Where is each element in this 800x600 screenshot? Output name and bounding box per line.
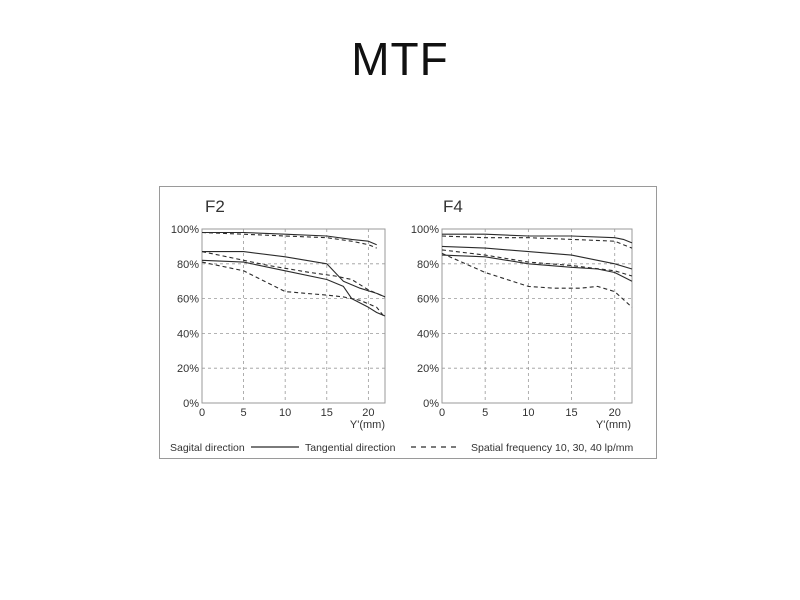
sagittal-series-line <box>442 233 633 244</box>
legend-sagittal-label: Sagital direction <box>170 442 245 454</box>
y-tick-labels: 0% 20% 40% 60% 80% 100% <box>411 224 439 410</box>
x-tick-label: 10 <box>522 407 534 419</box>
y-tick-label: 60% <box>177 294 199 306</box>
page-title: MTF <box>351 33 449 85</box>
legend-tangential-label: Tangential direction <box>305 442 396 454</box>
x-tick-label: 20 <box>362 407 374 419</box>
y-tick-label: 20% <box>177 363 199 375</box>
sagittal-series-line <box>441 254 633 282</box>
sagittal-series-line <box>202 231 377 246</box>
x-tick-label: 5 <box>482 407 488 419</box>
legend-frequency-label: Spatial frequency 10, 30, 40 lp/mm <box>471 442 634 454</box>
tangential-series-line <box>201 261 386 319</box>
x-axis-label: Y'(mm) <box>596 419 631 431</box>
y-tick-label: 20% <box>417 363 439 375</box>
plot-area <box>441 228 633 404</box>
y-tick-label: 40% <box>177 328 199 340</box>
tangential-series-line <box>201 251 386 298</box>
chart-panel-f2: F2 0% 20% 40% 60% 80% 100% 0 5 10 15 20 Y'(mm) <box>171 197 386 431</box>
y-tick-label: 0% <box>423 398 439 410</box>
gridlines <box>442 229 632 403</box>
y-tick-label: 40% <box>417 328 439 340</box>
x-tick-labels: 0 5 10 15 20 <box>439 407 621 419</box>
x-tick-labels: 0 5 10 15 20 <box>199 407 375 419</box>
sagittal-series-line <box>202 251 386 298</box>
tangential-series-line <box>441 249 633 277</box>
tangential-series-line <box>441 235 633 249</box>
x-tick-label: 15 <box>565 407 577 419</box>
panel-title: F2 <box>205 197 225 216</box>
x-tick-label: 5 <box>241 407 247 419</box>
y-tick-label: 0% <box>183 398 199 410</box>
gridlines <box>202 229 385 403</box>
y-tick-label: 80% <box>417 259 439 271</box>
sagittal-series-line <box>201 259 386 317</box>
mtf-figure: F2 0%20%40%60%80%100% 0 5 10 15 20 Y'(mm) F4… <box>170 197 634 454</box>
y-tick-label: 100% <box>411 224 439 236</box>
chart-panel-f4: F4 0% 20% 40% 60% 80% 100% 0 5 10 15 20 Y'(mm) <box>411 197 633 431</box>
series-lines <box>201 231 386 319</box>
tangential-series-line <box>441 252 633 308</box>
sagittal-series-line <box>441 245 633 270</box>
x-tick-label: 0 <box>439 407 445 419</box>
y-tick-label: 100% <box>171 224 199 236</box>
y-tick-labels: 0% 20% 40% 60% 80% 100% <box>171 224 199 410</box>
plot-area <box>201 228 386 404</box>
x-tick-label: 15 <box>321 407 333 419</box>
y-tick-label: 80% <box>177 259 199 271</box>
series-lines <box>441 233 633 308</box>
x-tick-label: 10 <box>279 407 291 419</box>
x-tick-label: 0 <box>199 407 205 419</box>
x-axis-label: Y'(mm) <box>350 419 385 431</box>
y-tick-label: 60% <box>417 294 439 306</box>
legend: Sagital direction Tangential direction S… <box>170 442 634 454</box>
figure-frame <box>159 186 657 459</box>
x-tick-label: 20 <box>609 407 621 419</box>
panel-title: F4 <box>443 197 463 216</box>
